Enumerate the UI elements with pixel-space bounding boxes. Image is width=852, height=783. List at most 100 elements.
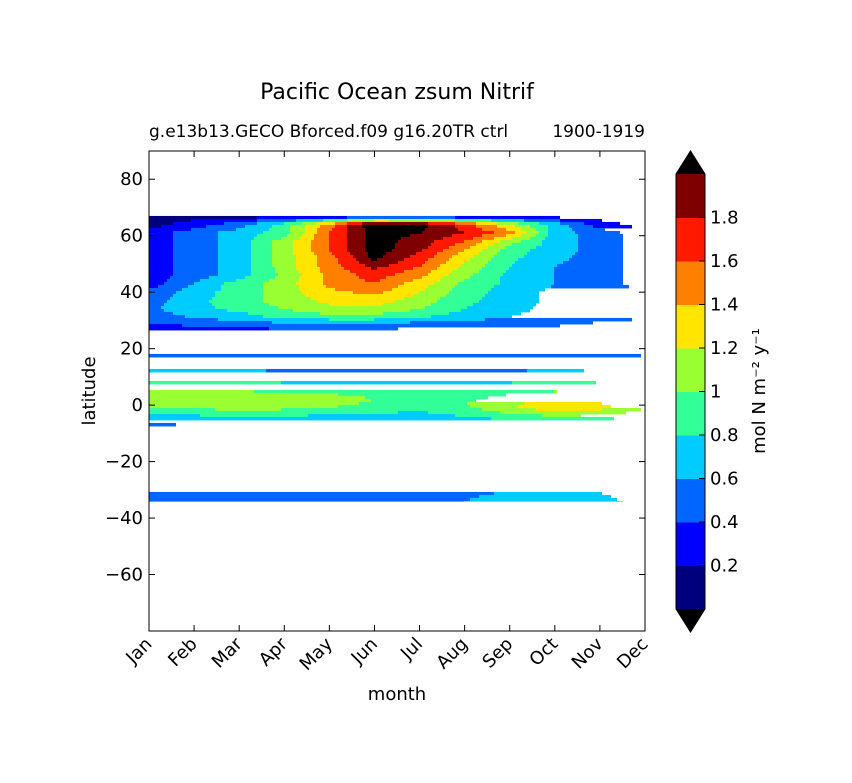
colorbar-tick-label: 1.2 — [710, 338, 739, 359]
contour-cell — [320, 269, 350, 274]
contour-cell — [164, 308, 227, 313]
contour-cell — [149, 320, 272, 325]
contour-cell — [503, 272, 554, 277]
contour-cell — [392, 287, 425, 292]
contour-cell — [425, 287, 452, 292]
contour-cell — [149, 410, 398, 415]
contour-cell — [530, 248, 578, 253]
contour-cell — [287, 233, 302, 238]
contour-cell — [335, 287, 392, 292]
contour-cell — [491, 218, 524, 223]
contour-cell — [494, 284, 551, 289]
contour-cell — [251, 257, 272, 262]
contour-cell — [365, 230, 422, 235]
contour-cell — [389, 218, 455, 223]
contour-cell — [545, 236, 578, 241]
contour-cell — [317, 227, 332, 232]
contour-cell — [257, 233, 287, 238]
contour-cell — [365, 278, 380, 283]
contour-cell — [365, 227, 425, 232]
contour-cell — [506, 227, 521, 232]
contour-cell — [320, 311, 383, 316]
contour-cell — [173, 266, 218, 271]
contour-cell — [350, 269, 404, 274]
contour-cell — [332, 227, 347, 232]
contour-cell — [173, 251, 218, 256]
contour-cell — [452, 287, 491, 292]
contour-cell — [200, 413, 308, 418]
contour-cell — [371, 257, 377, 262]
contour-cell — [548, 233, 578, 238]
contour-cell — [329, 245, 347, 250]
contour-cell — [353, 254, 368, 259]
x-tick-label: Aug — [432, 634, 472, 674]
contour-cell — [329, 248, 347, 253]
contour-cell — [317, 221, 335, 226]
contour-cell — [149, 230, 173, 235]
contour-cell — [149, 494, 479, 499]
contour-cell — [191, 218, 257, 223]
colorbar-swatch — [676, 217, 705, 262]
contour-cell — [257, 218, 296, 223]
colorbar-swatch — [676, 261, 705, 305]
contour-cell — [506, 245, 536, 250]
y-axis: −60 −40 −20 0 20 40 60 80 — [105, 169, 645, 586]
contour-cell — [446, 260, 464, 265]
contour-cell — [173, 311, 248, 316]
contour-cell — [275, 275, 299, 280]
contour-cell — [473, 302, 536, 307]
contour-cell — [365, 245, 395, 250]
contour-cell — [218, 242, 251, 247]
contour-cell — [410, 308, 461, 313]
contour-cell — [224, 221, 257, 226]
contour-cell — [482, 239, 500, 244]
contour-cell — [368, 251, 386, 256]
contour-cell — [602, 407, 641, 412]
contour-cell — [209, 299, 263, 304]
contour-cell — [401, 236, 443, 241]
contour-cell — [149, 311, 173, 316]
contour-cell — [293, 239, 311, 244]
contour-cell — [269, 278, 299, 283]
colorbar-tick-label: 1.8 — [710, 208, 739, 229]
contour-cell — [251, 272, 278, 277]
x-tick-label: Sep — [478, 634, 517, 673]
contour-cell — [317, 254, 335, 259]
contour-cell — [149, 278, 167, 283]
contour-cell — [461, 263, 485, 268]
contour-cell — [527, 368, 584, 373]
contour-cell — [365, 236, 401, 241]
contour-cell — [455, 284, 494, 289]
y-tick-label: 60 — [120, 226, 143, 247]
contour-cell — [485, 263, 512, 268]
contour-cell — [359, 260, 398, 265]
contour-cell — [329, 302, 383, 307]
contour-cell — [251, 245, 272, 250]
contour-cell — [593, 224, 632, 229]
contour-cell — [464, 230, 494, 235]
contour-cell — [251, 239, 272, 244]
y-tick-label: 0 — [132, 395, 143, 416]
contour-cell — [329, 236, 347, 241]
contour-cell — [272, 254, 296, 259]
contour-cell — [392, 248, 422, 253]
contour-cell — [347, 221, 362, 226]
contour-cell — [524, 254, 572, 259]
contour-cell — [149, 221, 173, 226]
contour-cell — [338, 257, 356, 262]
contour-cell — [149, 413, 200, 418]
contour-cell — [494, 254, 524, 259]
contour-cell — [314, 251, 332, 256]
contour-cell — [356, 272, 395, 277]
contour-cell — [560, 218, 602, 223]
contour-cell — [311, 245, 329, 250]
contour-cell — [404, 281, 434, 286]
contour-cell — [290, 227, 305, 232]
contour-cell — [437, 251, 458, 256]
contour-cell — [377, 257, 404, 262]
contour-cell — [560, 221, 584, 226]
contour-cell — [176, 290, 215, 295]
contour-cell — [149, 287, 182, 292]
contour-cell — [221, 287, 263, 292]
contour-cell — [398, 410, 428, 415]
